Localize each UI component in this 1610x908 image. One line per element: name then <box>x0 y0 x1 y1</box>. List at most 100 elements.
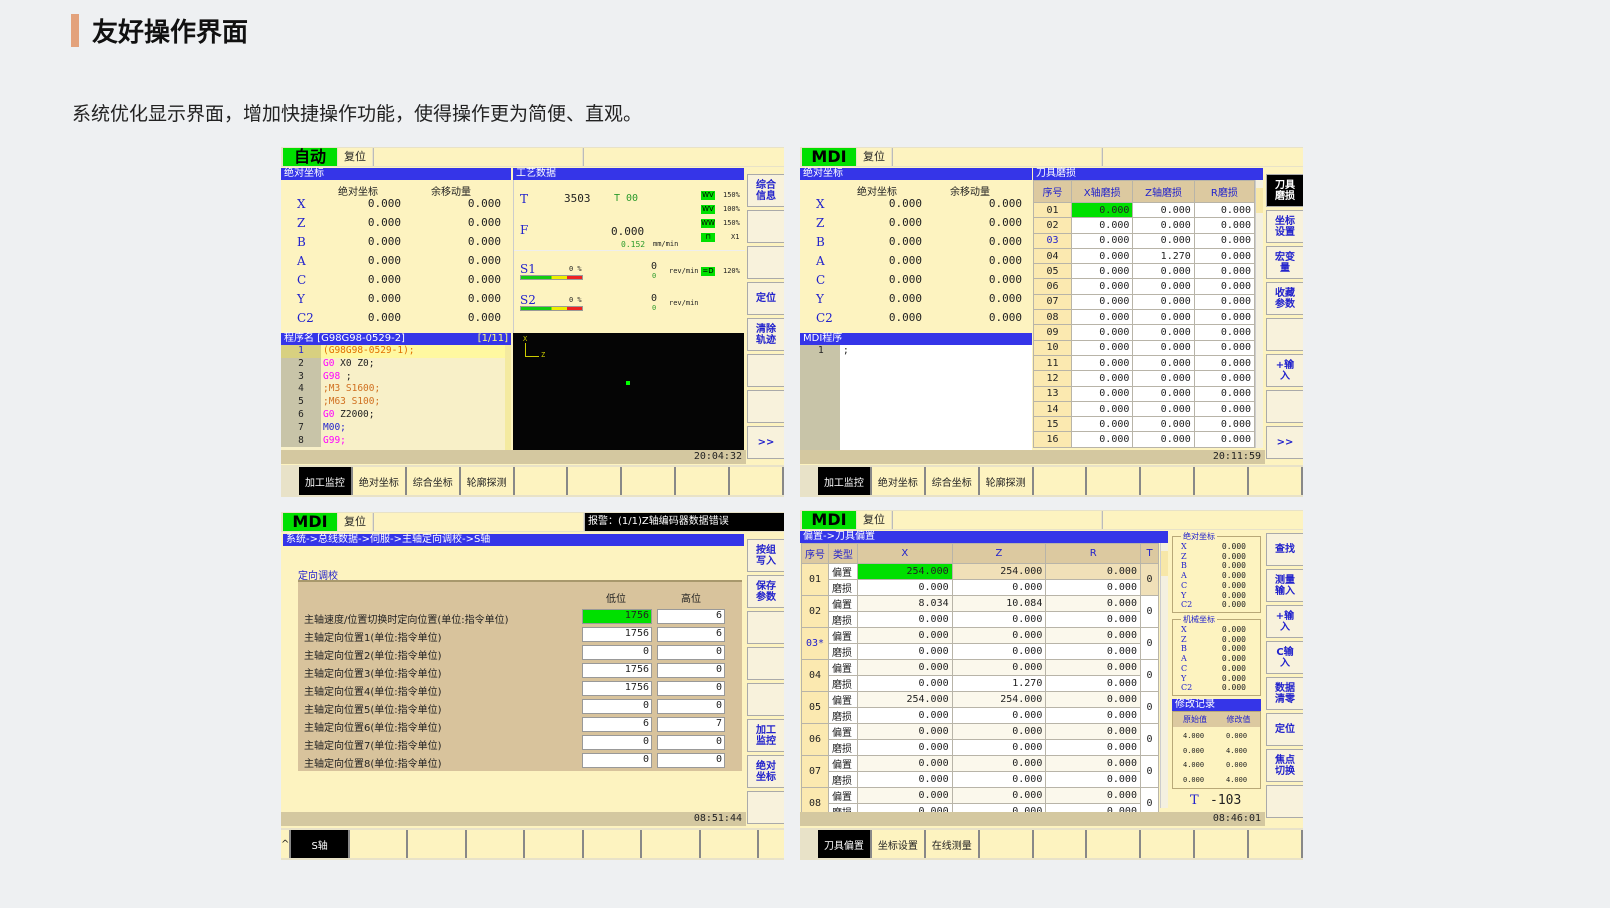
wear-value[interactable]: 0.000 <box>1070 385 1134 402</box>
offset-value[interactable]: 254.000 <box>856 691 953 708</box>
wear-value[interactable]: 0.000 <box>1132 324 1195 341</box>
wear-value[interactable]: 0.000 <box>1193 339 1256 356</box>
low-value-input[interactable]: 0 <box>582 735 652 750</box>
wear-value[interactable]: 0.000 <box>1045 675 1141 692</box>
high-value-input[interactable]: 0 <box>657 735 725 750</box>
table-row[interactable]: 15 0.000 0.000 0.000 <box>1033 416 1256 433</box>
low-value-input[interactable]: 0 <box>582 645 652 660</box>
wear-value[interactable]: 0.000 <box>951 771 1047 788</box>
side-button[interactable]: 焦点切换 <box>1266 749 1303 782</box>
wear-value[interactable]: 0.000 <box>951 643 1047 660</box>
high-value-input[interactable]: 6 <box>657 609 725 624</box>
side-button[interactable]: 刀具磨损 <box>1266 174 1303 207</box>
wear-value[interactable]: 0.000 <box>1193 354 1256 372</box>
program-line[interactable]: 4 ;M3 S1600; <box>281 383 505 397</box>
wear-value[interactable]: 0.000 <box>1132 385 1195 402</box>
wear-value[interactable]: 0.000 <box>1070 293 1134 311</box>
side-button[interactable]: 按组写入 <box>747 539 784 572</box>
side-button[interactable]: C输入 <box>1266 641 1303 674</box>
offset-value[interactable]: 0.000 <box>951 755 1047 772</box>
wear-value[interactable]: 0.000 <box>1132 416 1195 433</box>
table-row[interactable]: 07 偏置 0.000 0.000 0.000 0 <box>801 755 1160 788</box>
wear-value[interactable]: 0.000 <box>1070 339 1134 356</box>
side-button-empty[interactable] <box>1266 785 1303 818</box>
side-button[interactable]: 宏变量 <box>1266 246 1303 279</box>
wear-value[interactable]: 0.000 <box>1070 232 1134 249</box>
wear-value[interactable]: 0.000 <box>1070 370 1134 387</box>
softkey-tab[interactable]: 绝对坐标 <box>871 467 926 495</box>
offset-value[interactable]: 0.000 <box>1045 659 1141 676</box>
wear-value[interactable]: 0.000 <box>1070 431 1134 448</box>
offset-value[interactable]: 0.000 <box>1045 755 1141 772</box>
wear-value[interactable]: 0.000 <box>1070 309 1134 326</box>
wear-value[interactable]: 0.000 <box>1132 201 1195 219</box>
side-button-empty[interactable] <box>747 390 784 423</box>
wear-value[interactable]: 0.000 <box>1132 263 1195 280</box>
side-button[interactable]: 绝对坐标 <box>747 755 784 788</box>
program-line[interactable]: 7 M00; <box>281 421 505 435</box>
table-row[interactable]: 05 0.000 0.000 0.000 <box>1033 263 1256 280</box>
softkey-empty[interactable] <box>676 467 731 495</box>
low-value-input[interactable]: 1756 <box>582 681 652 696</box>
wear-value[interactable]: 0.000 <box>1132 370 1195 387</box>
table-row[interactable]: 08 偏置 0.000 0.000 0.000 0 <box>801 787 1160 820</box>
offset-value[interactable]: 254.000 <box>951 691 1047 708</box>
line-code[interactable]: ; <box>843 345 849 356</box>
table-row[interactable]: 01 0.000 0.000 0.000 <box>1033 201 1256 219</box>
softkey-tab[interactable]: 加工监控 <box>299 467 353 495</box>
side-button[interactable]: 数据清零 <box>1266 677 1303 710</box>
wear-value[interactable]: 0.000 <box>1045 739 1141 756</box>
high-value-input[interactable]: 0 <box>657 699 725 714</box>
wear-value[interactable]: 0.000 <box>856 675 953 692</box>
table-row[interactable]: 04 0.000 1.270 0.000 <box>1033 247 1256 265</box>
table-row[interactable]: 11 0.000 0.000 0.000 <box>1033 354 1256 372</box>
softkey-tab[interactable]: 轮廓探测 <box>979 467 1034 495</box>
wear-value[interactable]: 0.000 <box>1132 400 1195 418</box>
wear-value[interactable]: 0.000 <box>1070 400 1134 418</box>
high-value-input[interactable]: 0 <box>657 645 725 660</box>
offset-value[interactable]: 0.000 <box>951 787 1047 804</box>
wear-value[interactable]: 0.000 <box>1132 217 1195 234</box>
program-line[interactable]: 5 ;M63 S100; <box>281 396 505 409</box>
side-button-empty[interactable] <box>747 791 784 824</box>
side-button[interactable]: 测量输入 <box>1266 569 1303 602</box>
table-row[interactable]: 磨损 0.000 1.270 0.000 <box>802 675 1159 692</box>
table-row[interactable]: 07 0.000 0.000 0.000 <box>1033 293 1256 311</box>
wear-value[interactable]: 0.000 <box>1132 339 1195 356</box>
side-button[interactable]: 查找 <box>1266 533 1303 566</box>
high-value-input[interactable]: 0 <box>657 681 725 696</box>
wear-value[interactable]: 1.270 <box>1132 247 1195 265</box>
softkey-empty[interactable] <box>583 830 643 858</box>
table-row[interactable]: 02 0.000 0.000 0.000 <box>1033 217 1256 234</box>
wear-value[interactable]: 0.000 <box>1070 354 1134 372</box>
low-value-input[interactable]: 1756 <box>582 609 652 624</box>
table-row[interactable]: 14 0.000 0.000 0.000 <box>1033 400 1256 418</box>
page-up-button[interactable]: ^ <box>281 830 292 858</box>
offset-value[interactable]: 0.000 <box>1045 563 1141 580</box>
softkey-empty[interactable] <box>1087 467 1142 495</box>
wear-value[interactable]: 0.000 <box>1193 278 1256 295</box>
wear-value[interactable]: 0.000 <box>1193 201 1256 219</box>
table-row[interactable]: 12 0.000 0.000 0.000 <box>1033 370 1256 387</box>
offset-value[interactable]: 0.000 <box>1045 595 1141 612</box>
softkey-tab[interactable]: 刀具偏置 <box>818 830 872 858</box>
side-button-empty[interactable] <box>1266 318 1303 351</box>
side-button[interactable]: 加工监控 <box>747 719 784 752</box>
softkey-tab[interactable]: 绝对坐标 <box>352 467 407 495</box>
alarm-message[interactable]: 报警：(1/1)Z轴编码器数据错误 <box>584 513 784 531</box>
high-value-input[interactable]: 6 <box>657 627 725 642</box>
wear-value[interactable]: 0.000 <box>1193 324 1256 341</box>
wear-value[interactable]: 0.000 <box>1132 309 1195 326</box>
wear-value[interactable]: 0.000 <box>1193 263 1256 280</box>
program-scrollbar[interactable] <box>505 345 511 450</box>
table-row[interactable]: 06 偏置 0.000 0.000 0.000 0 <box>801 723 1160 756</box>
wear-value[interactable]: 0.000 <box>1132 232 1195 249</box>
wear-value[interactable]: 0.000 <box>951 739 1047 756</box>
table-row[interactable]: 16 0.000 0.000 0.000 <box>1033 431 1256 448</box>
side-button[interactable]: +输入 <box>1266 605 1303 638</box>
softkey-tab[interactable]: 在线测量 <box>925 830 980 858</box>
side-button[interactable]: >> <box>1266 426 1303 459</box>
softkey-empty[interactable] <box>1141 467 1196 495</box>
